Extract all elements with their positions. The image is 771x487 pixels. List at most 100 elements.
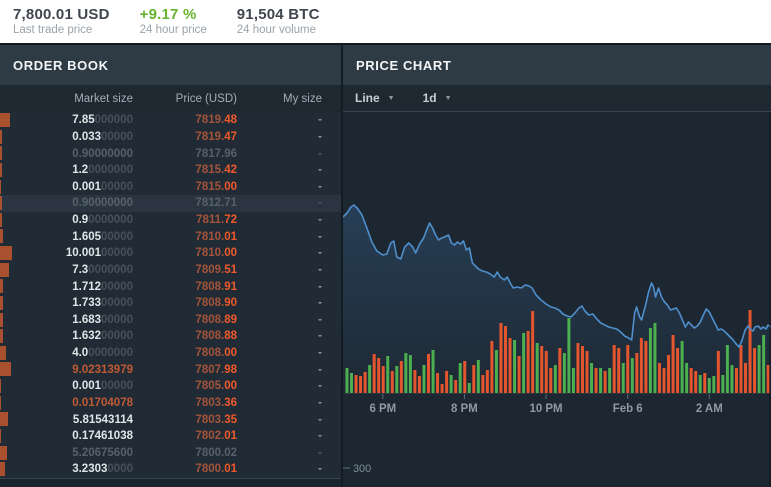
market-size-cell: 1.20000000 <box>72 164 133 177</box>
price-chart-title: PRICE CHART <box>356 57 452 73</box>
volume-bar <box>381 366 385 393</box>
order-book-row[interactable]: 0.00100000 7805.00 - <box>0 378 341 395</box>
order-book-row[interactable]: 5.20675600 7800.02 - <box>0 445 341 462</box>
order-book-row[interactable]: 1.60500000 7810.01 - <box>0 228 341 245</box>
depth-bar <box>0 395 1 410</box>
volume-bar <box>526 331 530 393</box>
depth-bar <box>0 246 12 260</box>
volume-bar <box>458 363 462 393</box>
volume-bar <box>503 326 507 393</box>
order-book-row[interactable]: 10.00100000 7810.00 - <box>0 245 341 262</box>
chart-right-edge <box>769 112 771 487</box>
depth-bar <box>0 295 3 310</box>
volume-bar <box>386 356 390 393</box>
depth-bar <box>0 129 2 144</box>
volume-bar <box>734 368 738 393</box>
price-chart-canvas[interactable]: 6 PM 8 PM 10 PM Feb 6 2 AM 300 <box>343 112 771 487</box>
order-book-row[interactable]: 1.73300000 7808.90 - <box>0 295 341 312</box>
my-size-cell: - <box>318 247 322 260</box>
price-cell: 7803.36 <box>195 396 237 409</box>
volume-bar <box>531 311 535 393</box>
market-size-cell: 7.85000000 <box>72 114 133 127</box>
order-book-row[interactable]: 1.63200000 7808.88 - <box>0 328 341 345</box>
order-book-row[interactable]: 0.00100000 7815.00 - <box>0 179 341 196</box>
24h-change-label: 24 hour price <box>139 24 207 37</box>
market-size-cell: 7.30000000 <box>72 263 133 276</box>
volume-bar <box>730 365 734 393</box>
price-cell: 7808.91 <box>195 280 237 293</box>
price-cell: 7800.02 <box>195 446 237 459</box>
volume-bar <box>748 310 752 393</box>
volume-bar <box>431 350 435 393</box>
price-cell: 7809.51 <box>195 263 237 276</box>
volume-bar <box>712 376 716 393</box>
volume-bar <box>626 345 630 393</box>
chevron-down-icon: ▼ <box>387 94 395 102</box>
price-cell: 7808.88 <box>195 330 237 343</box>
24h-change-value: +9.17 % <box>139 5 197 23</box>
volume-bar <box>612 345 616 393</box>
price-area-fill <box>343 205 771 393</box>
volume-bar <box>676 348 680 393</box>
order-book-row[interactable]: 9.02313979 7807.98 - <box>0 361 341 378</box>
volume-bar <box>698 375 702 393</box>
last-trade-price-value: 7,800.01 USD <box>13 5 110 23</box>
volume-bar <box>567 318 571 393</box>
volume-bar <box>449 375 453 393</box>
my-size-cell: - <box>318 330 322 343</box>
volume-bar <box>576 343 580 393</box>
order-book-row[interactable]: 1.68300000 7808.89 - <box>0 312 341 329</box>
volume-bar <box>485 370 489 393</box>
order-book-row[interactable]: 1.20000000 7815.42 - <box>0 162 341 179</box>
volume-bar <box>345 368 349 393</box>
volume-bar <box>522 333 526 393</box>
24h-price-change: +9.17 % 24 hour price <box>140 6 207 37</box>
price-cell: 7810.00 <box>195 247 237 260</box>
price-cell: 7810.01 <box>195 230 237 243</box>
volume-bar <box>553 365 557 393</box>
volume-bar <box>445 371 449 393</box>
volume-bar <box>585 351 589 393</box>
volume-bar <box>422 365 426 393</box>
order-book-row[interactable]: 0.90000000 7811.72 - <box>0 212 341 229</box>
order-book-row[interactable]: 0.01704078 7803.36 - <box>0 395 341 412</box>
order-book-row[interactable]: 7.85000000 7819.48 - <box>0 112 341 129</box>
volume-bar <box>417 376 421 393</box>
order-book-row[interactable]: 0.03300000 7819.47 - <box>0 129 341 146</box>
my-size-cell: - <box>318 396 322 409</box>
market-size-cell: 1.73300000 <box>72 297 133 310</box>
price-cell: 7800.01 <box>195 463 237 476</box>
market-size-cell: 5.20675600 <box>72 446 133 459</box>
order-book-row[interactable]: 4.00000000 7808.00 - <box>0 345 341 362</box>
order-book-row[interactable]: 1.71200000 7808.91 - <box>0 278 341 295</box>
volume-bar <box>689 368 693 393</box>
volume-bar <box>467 383 471 393</box>
order-book-header: ORDER BOOK <box>0 45 341 85</box>
price-cell: 7817.96 <box>195 147 237 160</box>
volume-bar <box>372 354 376 393</box>
order-book-row[interactable]: 3.23030000 7800.01 - <box>0 461 341 478</box>
order-book-panel: ORDER BOOK Market size Price (USD) My si… <box>0 45 341 487</box>
order-book-row[interactable]: 7.30000000 7809.51 - <box>0 262 341 279</box>
volume-bar <box>725 345 729 393</box>
volume-bar <box>608 368 612 393</box>
price-line <box>343 204 771 348</box>
market-size-cell: 0.90000000 <box>72 147 133 160</box>
order-book-row[interactable]: 0.90000000 7817.96 - <box>0 145 341 162</box>
volume-bar <box>630 358 634 393</box>
depth-bar <box>0 179 1 194</box>
my-size-cell: - <box>318 413 322 426</box>
order-book-row[interactable]: 0.90000000 7812.71 - <box>0 195 341 212</box>
my-size-cell: - <box>318 114 322 127</box>
x-axis-label: 2 AM <box>696 403 723 415</box>
chart-range-dropdown[interactable]: 1d ▼ <box>423 91 452 105</box>
24h-volume: 91,504 BTC 24 hour volume <box>237 6 320 37</box>
chart-type-label: Line <box>355 91 380 105</box>
volume-bar <box>454 380 458 393</box>
depth-bar <box>0 162 2 177</box>
my-size-cell: - <box>318 230 322 243</box>
chart-type-dropdown[interactable]: Line ▼ <box>355 91 395 105</box>
order-book-row[interactable]: 0.17461038 7802.01 - <box>0 428 341 445</box>
market-size-cell: 0.17461038 <box>72 430 133 443</box>
order-book-row[interactable]: 5.81543114 7803.35 - <box>0 411 341 428</box>
